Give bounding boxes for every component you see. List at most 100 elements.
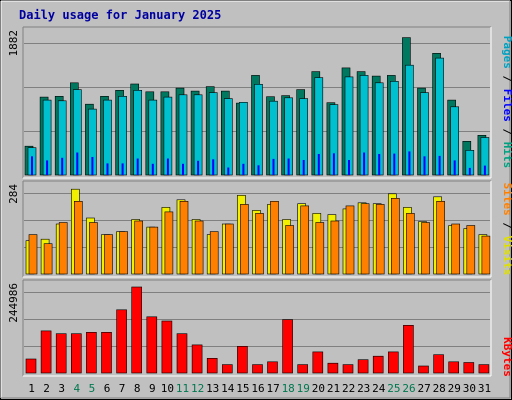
bar-kbytes [161,320,173,374]
bar-pages [332,153,335,175]
y-max-label: 1882 [7,30,20,57]
bar-sites [375,204,385,275]
bar-files [254,84,263,176]
bar-pages [197,160,200,175]
bar-pages [46,160,49,175]
bar-pages [317,154,320,175]
bar-pages [106,163,109,175]
bar-sites [285,225,294,275]
bar-sites [104,234,113,275]
bar-kbytes [372,355,384,374]
legend-entry: Hits [501,142,512,169]
bar-pages [348,160,350,175]
bar-kbytes [418,365,429,374]
bar-sites [209,231,219,275]
bar-sites [74,201,83,275]
bar-pages [438,155,441,175]
chart-panels: 1882 284 244986 [7,26,492,377]
bar-pages [151,163,154,175]
bar-kbytes [463,362,475,374]
bar-sites [421,222,430,275]
bar-sites [240,204,249,275]
bar-kbytes [403,324,414,374]
legend-entry: Sites [501,183,512,216]
x-tick-label: 4 [73,382,80,395]
bar-pages [227,167,230,175]
panel-hits-files-pages: 1882 [7,26,492,179]
x-tick-label: 1 [28,382,35,395]
bar-sites [330,220,340,275]
bar-sites [119,231,128,275]
x-tick-label: 18 [282,382,295,395]
legend-bottom: KBytes [501,337,512,377]
legend-entry: / [501,122,512,142]
x-tick-label: 26 [402,382,415,395]
bar-pages [61,157,64,175]
bar-sites [179,201,189,275]
x-tick-label: 12 [191,382,204,395]
x-tick-label: 10 [161,382,174,395]
bar-pages [483,165,486,175]
bar-pages [182,163,184,175]
bar-sites [345,205,355,275]
x-tick-label: 24 [372,382,386,395]
bar-sites [436,201,445,275]
y-max-label: 284 [7,184,20,204]
bar-pages [212,159,215,175]
bar-pages [242,163,245,175]
bar-pages [91,157,94,175]
bar-kbytes [131,286,142,374]
bar-files [178,94,188,176]
bar-kbytes [25,358,37,374]
legend-entry: Visits [501,236,512,276]
bar-pages [453,160,456,175]
bar-kbytes [433,354,444,374]
bar-pages [121,163,124,175]
bar-kbytes [176,333,188,374]
bar-kbytes [312,351,324,374]
legend-entry: / [501,69,512,89]
bar-kbytes [191,344,203,374]
bar-kbytes [387,351,399,374]
x-tick-label: 21 [327,382,340,395]
bar-pages [393,153,396,175]
bar-sites [300,205,310,275]
bar-kbytes [146,316,158,374]
bar-sites [58,222,68,275]
chart-title: Daily usage for January 2025 [19,8,221,22]
bar-sites [149,226,159,275]
y-max-label: 244986 [7,283,20,323]
bar-sites [28,234,38,275]
bar-sites [481,235,491,275]
bar-kbytes [116,309,127,374]
legend-entry: / [501,216,512,236]
bar-pages [166,158,169,175]
x-tick-label: 23 [357,382,370,395]
bar-sites [164,211,174,275]
bar-sites [43,243,53,275]
x-tick-label: 19 [297,382,310,395]
bar-files [118,96,127,176]
legend-entry: KBytes [501,337,512,377]
bar-sites [315,222,325,275]
x-tick-label: 17 [266,382,279,395]
x-tick-label: 8 [134,382,141,395]
bar-kbytes [327,362,339,374]
bar-pages [302,160,305,175]
bar-sites [451,223,461,275]
bar-sites [390,198,400,275]
bar-kbytes [252,364,263,374]
bar-pages [272,158,275,175]
bar-pages [257,165,260,175]
x-tick-label: 11 [176,382,189,395]
right-side-legends: Pages / Files / Hits Sites / Visits KBytes [501,36,512,377]
bar-kbytes [86,331,97,374]
x-tick-label: 14 [221,382,235,395]
legend-entry: Pages [501,36,512,69]
bar-pages [76,152,79,175]
bar-sites [134,220,143,275]
x-tick-label: 28 [433,382,446,395]
bar-kbytes [237,345,248,374]
